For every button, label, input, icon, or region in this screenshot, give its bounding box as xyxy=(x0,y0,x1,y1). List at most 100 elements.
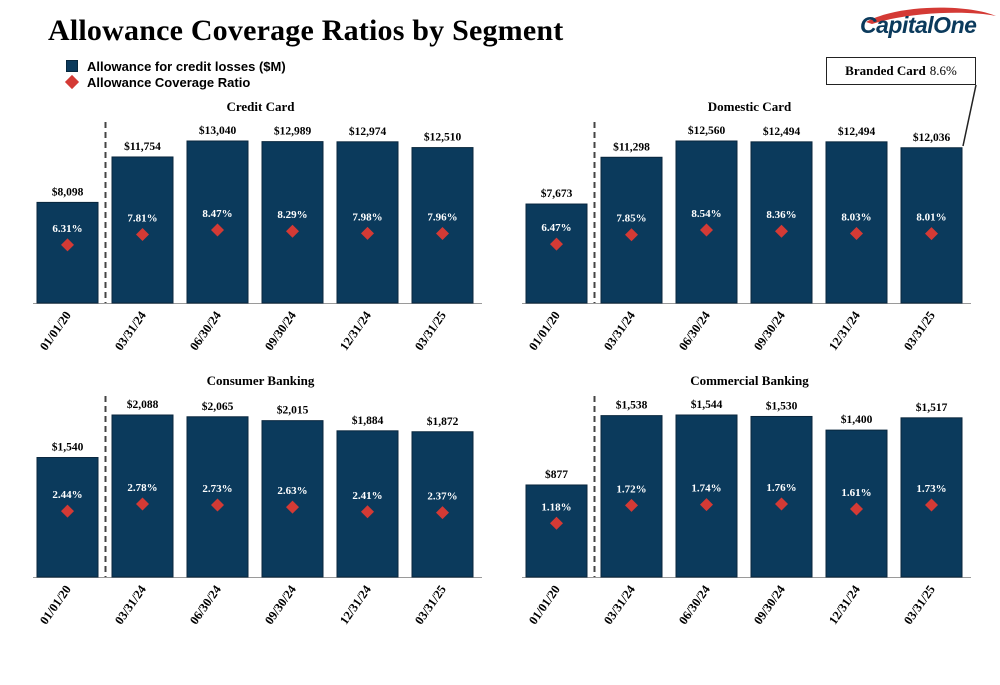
bar xyxy=(186,416,249,578)
x-tick-label: 03/31/24 xyxy=(601,308,638,353)
bar-value-label: $12,494 xyxy=(838,125,876,138)
ratio-label: 7.81% xyxy=(127,213,157,225)
x-tick-label: 03/31/25 xyxy=(901,583,938,627)
x-tick-label: 03/31/24 xyxy=(112,308,149,353)
x-tick-label: 01/01/20 xyxy=(526,309,563,353)
ratio-label: 2.44% xyxy=(52,489,82,501)
bar-value-label: $1,540 xyxy=(52,441,84,454)
ratio-label: 6.47% xyxy=(541,222,571,234)
x-tick-label: 12/31/24 xyxy=(337,308,374,353)
legend-diamond-marker xyxy=(64,74,80,90)
bar xyxy=(411,431,474,578)
ratio-label: 8.03% xyxy=(841,211,871,223)
bar-value-label: $2,065 xyxy=(202,400,234,413)
ratio-label: 8.54% xyxy=(691,208,721,220)
legend: Allowance for credit losses ($M) Allowan… xyxy=(64,58,286,90)
x-tick-label: 12/31/24 xyxy=(337,582,374,627)
ratio-label: 6.31% xyxy=(52,223,82,235)
bar-value-label: $1,872 xyxy=(427,415,459,428)
chart-title: Credit Card xyxy=(226,99,295,114)
bar-value-label: $1,517 xyxy=(916,401,948,414)
ratio-marker xyxy=(286,224,299,238)
ratio-marker xyxy=(775,224,788,238)
ratio-marker xyxy=(61,504,74,518)
logo-wordmark: CapitalOne xyxy=(860,12,977,38)
bar-value-label: $1,538 xyxy=(616,399,648,412)
chart-credit-card: Credit Card $8,098 6.31% 01/01/20 $11,754 7.8… xyxy=(33,99,482,353)
ratio-label: 1.74% xyxy=(691,483,721,495)
bar xyxy=(675,140,738,304)
branded-card-callout: Branded Card 8.6% xyxy=(826,57,976,85)
x-tick-label: 09/30/24 xyxy=(751,308,788,353)
bar-value-label: $12,036 xyxy=(913,131,951,144)
bar-value-label: $12,989 xyxy=(274,125,312,138)
ratio-marker xyxy=(925,498,938,512)
ratio-label: 2.78% xyxy=(127,482,157,494)
ratio-marker xyxy=(925,227,938,241)
bar xyxy=(675,414,738,578)
bar-value-label: $11,754 xyxy=(124,140,161,153)
ratio-label: 8.29% xyxy=(277,209,307,221)
ratio-label: 1.72% xyxy=(616,483,646,495)
bar xyxy=(411,147,474,304)
x-tick-label: 12/31/24 xyxy=(826,308,863,353)
x-tick-label: 06/30/24 xyxy=(676,582,713,627)
bar xyxy=(111,414,174,578)
ratio-marker xyxy=(625,498,638,512)
ratio-marker xyxy=(286,500,299,514)
ratio-marker xyxy=(136,497,149,511)
bar-value-label: $2,088 xyxy=(127,398,159,411)
bar-value-label: $8,098 xyxy=(52,185,84,198)
chart-title: Consumer Banking xyxy=(207,373,315,388)
bar-value-label: $1,530 xyxy=(766,399,798,412)
ratio-marker xyxy=(550,516,563,530)
bar xyxy=(186,140,249,304)
legend-item-allowance: Allowance for credit losses ($M) xyxy=(66,58,286,74)
ratio-marker xyxy=(700,498,713,512)
x-tick-label: 01/01/20 xyxy=(526,583,563,627)
bar-value-label: $11,298 xyxy=(613,140,650,153)
ratio-marker xyxy=(361,226,374,240)
ratio-marker xyxy=(850,502,863,516)
ratio-label: 7.85% xyxy=(616,213,646,225)
bar xyxy=(600,415,663,578)
ratio-marker xyxy=(700,223,713,237)
ratio-marker xyxy=(361,505,374,519)
bar xyxy=(525,484,588,578)
chart-consumer-banking: Consumer Banking $1,540 2.44% 01/01/20 $2,08… xyxy=(33,373,482,627)
ratio-label: 7.98% xyxy=(352,211,382,223)
bar-value-label: $12,494 xyxy=(763,125,801,138)
bar xyxy=(750,141,813,304)
callout-label: Branded Card xyxy=(845,63,926,78)
bar xyxy=(900,147,963,304)
ratio-label: 2.41% xyxy=(352,490,382,502)
ratio-marker xyxy=(625,228,638,242)
x-tick-label: 03/31/24 xyxy=(601,582,638,627)
x-tick-label: 12/31/24 xyxy=(826,582,863,627)
x-tick-label: 06/30/24 xyxy=(676,308,713,353)
bar xyxy=(900,417,963,578)
ratio-label: 1.73% xyxy=(916,483,946,495)
ratio-label: 2.37% xyxy=(427,491,457,503)
capital-one-logo: CapitalOne xyxy=(858,6,998,52)
ratio-label: 2.63% xyxy=(277,485,307,497)
ratio-label: 8.47% xyxy=(202,208,232,220)
x-tick-label: 01/01/20 xyxy=(37,309,74,353)
ratio-label: 8.36% xyxy=(766,209,796,221)
bar xyxy=(336,430,399,578)
bar xyxy=(261,141,324,304)
ratio-marker xyxy=(550,237,563,251)
x-tick-label: 01/01/20 xyxy=(37,583,74,627)
bar xyxy=(750,415,813,578)
legend-item-ratio: Allowance Coverage Ratio xyxy=(64,74,286,90)
ratio-marker xyxy=(775,497,788,511)
bar-value-label: $12,974 xyxy=(349,125,387,138)
bar-value-label: $1,544 xyxy=(691,398,723,411)
bar-value-label: $2,015 xyxy=(277,404,309,417)
x-tick-label: 03/31/24 xyxy=(112,582,149,627)
callout-value: 8.6% xyxy=(929,63,957,78)
chart-commercial-banking: Commercial Banking $877 1.18% 01/01/20 $1,53… xyxy=(522,373,971,627)
bar-value-label: $1,400 xyxy=(841,413,873,426)
chart-title: Domestic Card xyxy=(708,99,792,114)
ratio-label: 7.96% xyxy=(427,212,457,224)
